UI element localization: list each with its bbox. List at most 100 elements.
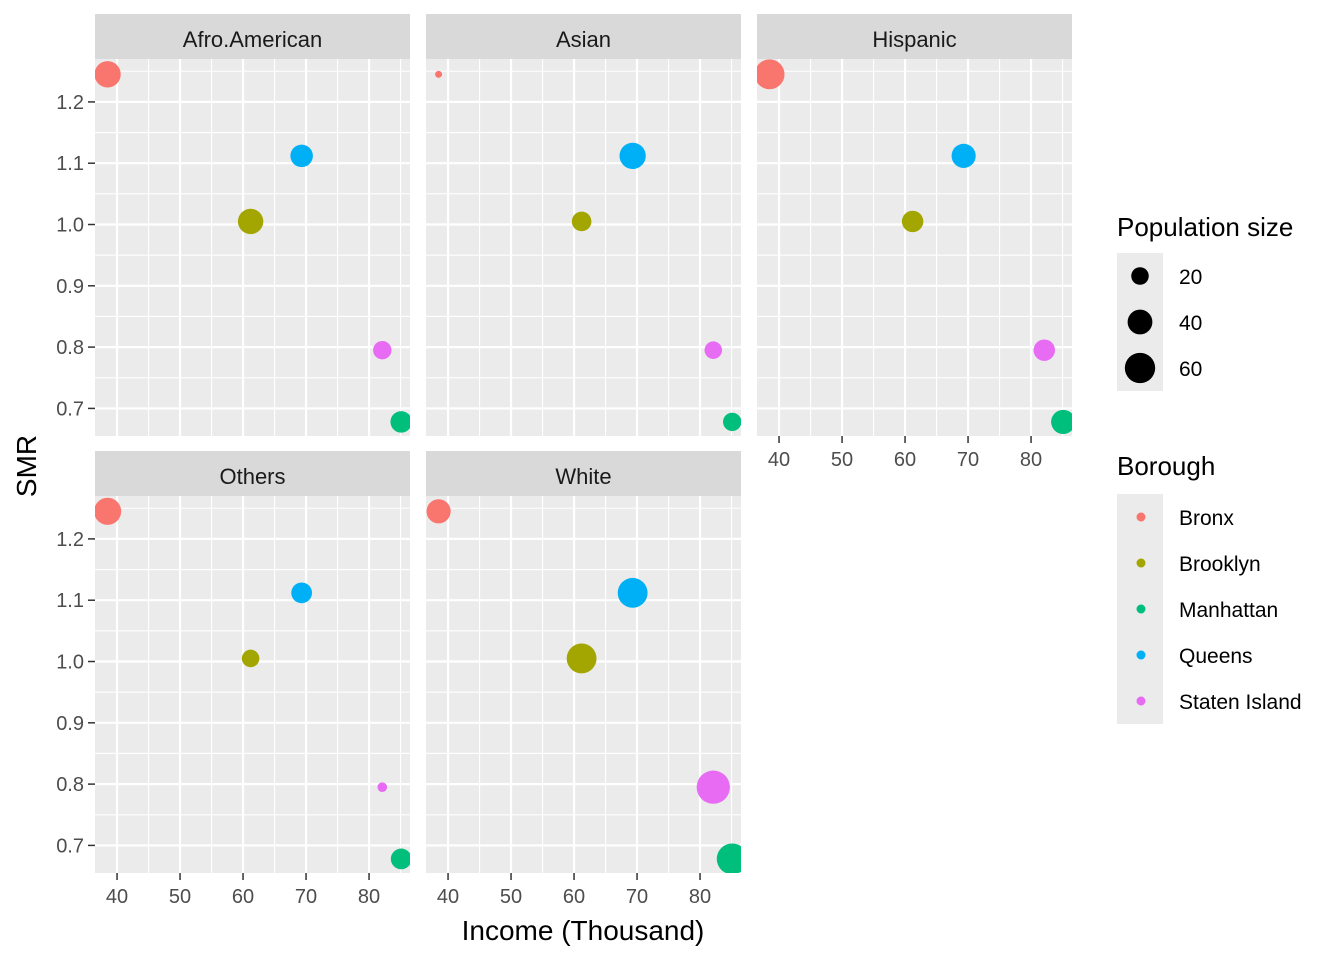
size-legend-item: 20	[1117, 253, 1202, 299]
point-white-bronx	[426, 499, 451, 524]
facet-strip-white	[426, 451, 741, 496]
plot-background	[757, 59, 1072, 436]
point-others-staten-island	[377, 782, 388, 792]
y-tick-label: 0.8	[56, 337, 84, 359]
color-legend-label: Staten Island	[1179, 691, 1302, 714]
y-tick-label: 1.0	[56, 652, 84, 674]
plot-background	[95, 496, 410, 873]
axes: 0.7 0.8 0.9 1.0 1.1 1.2 40 50 60 70 80 0.7 0.8 0.9 1.0…	[56, 92, 1042, 908]
facet-strip-hispanic	[757, 14, 1072, 59]
color-legend-label: Manhattan	[1179, 599, 1278, 622]
x-tick-label: 60	[563, 886, 585, 908]
point-others-bronx	[95, 497, 122, 525]
point-hispanic-queens	[951, 143, 976, 168]
panel-afro-american: Afro.American	[95, 14, 410, 436]
facet-strip-asian	[426, 14, 741, 59]
x-tick-label: 70	[295, 886, 317, 908]
point-white-manhattan	[716, 843, 741, 873]
x-tick-label: 50	[831, 449, 853, 471]
point-afro-american-staten-island	[373, 340, 392, 360]
gridlines	[757, 59, 1072, 436]
y-tick-label: 0.7	[56, 398, 84, 420]
point-white-brooklyn	[566, 643, 597, 674]
color-legend-item-manhattan: Manhattan	[1117, 586, 1278, 632]
point-afro-american-manhattan	[390, 411, 410, 433]
panel-hispanic: Hispanic	[757, 14, 1072, 436]
gridlines	[95, 59, 410, 436]
color-legend-swatch	[1136, 558, 1146, 568]
point-hispanic-brooklyn	[901, 210, 924, 233]
size-legend-swatch	[1127, 309, 1153, 335]
y-tick-label: 1.2	[56, 529, 84, 551]
color-legend-swatch	[1136, 604, 1146, 614]
point-white-staten-island	[696, 770, 730, 804]
point-asian-bronx	[435, 70, 443, 78]
x-tick-label: 40	[768, 449, 790, 471]
size-legend-swatch	[1131, 267, 1149, 285]
color-legend-label: Queens	[1179, 645, 1253, 668]
point-hispanic-manhattan	[1051, 409, 1072, 434]
plot-background	[426, 496, 741, 873]
color-legend-item-bronx: Bronx	[1117, 494, 1234, 540]
color-legend-label: Bronx	[1179, 507, 1234, 530]
gridlines	[426, 59, 741, 436]
color-legend-title: Borough	[1117, 451, 1215, 481]
x-tick-label: 70	[626, 886, 648, 908]
facet-strip-afro-american	[95, 14, 410, 59]
x-tick-label: 40	[437, 886, 459, 908]
x-axis-title: Income (Thousand)	[462, 915, 705, 946]
x-tick-label: 50	[500, 886, 522, 908]
x-tick-label: 80	[1020, 449, 1042, 471]
color-legend-swatch	[1136, 512, 1146, 522]
size-legend-title: Population size	[1117, 212, 1293, 242]
plot-background	[95, 59, 410, 436]
size-legend-label: 60	[1179, 358, 1202, 381]
points	[757, 59, 1072, 434]
x-tick-label: 50	[169, 886, 191, 908]
legends: Population size Borough 20 40 60 Bronx Brook…	[1117, 212, 1302, 724]
size-legend-item: 60	[1117, 345, 1202, 391]
y-tick-label: 1.1	[56, 153, 84, 175]
y-axis-title: SMR	[11, 435, 42, 497]
point-asian-brooklyn	[571, 211, 592, 232]
x-tick-label: 70	[957, 449, 979, 471]
panel-white: White	[426, 451, 741, 873]
facet-label-white: White	[555, 464, 611, 489]
size-legend-item: 40	[1117, 299, 1202, 345]
points	[426, 499, 741, 873]
y-tick-label: 1.1	[56, 590, 84, 612]
point-white-queens	[617, 577, 648, 608]
plot-background	[426, 59, 741, 436]
color-legend-label: Brooklyn	[1179, 553, 1261, 576]
y-tick-label: 0.9	[56, 713, 84, 735]
color-legend-item-brooklyn: Brooklyn	[1117, 540, 1261, 586]
facet-label-others: Others	[219, 464, 285, 489]
size-legend-label: 40	[1179, 312, 1202, 335]
y-tick-label: 1.2	[56, 92, 84, 114]
y-tick-label: 0.9	[56, 276, 84, 298]
gridlines	[426, 496, 741, 873]
point-others-brooklyn	[241, 649, 260, 668]
x-tick-label: 80	[689, 886, 711, 908]
color-legend-item-queens: Queens	[1117, 632, 1253, 678]
point-afro-american-bronx	[95, 61, 121, 88]
facet-label-asian: Asian	[556, 27, 611, 52]
x-tick-label: 60	[894, 449, 916, 471]
y-tick-label: 0.8	[56, 774, 84, 796]
x-tick-label: 40	[106, 886, 128, 908]
point-afro-american-brooklyn	[237, 208, 264, 235]
panel-others: Others	[95, 451, 410, 873]
points	[95, 61, 410, 433]
x-tick-label: 80	[358, 886, 380, 908]
color-legend-swatch	[1136, 696, 1146, 706]
point-others-manhattan	[390, 848, 410, 870]
y-tick-label: 0.7	[56, 835, 84, 857]
panel-asian: Asian	[426, 14, 741, 436]
point-asian-queens	[619, 142, 646, 170]
size-legend-label: 20	[1179, 266, 1202, 289]
point-asian-manhattan	[722, 412, 741, 432]
point-asian-staten-island	[704, 341, 723, 359]
points	[435, 70, 741, 432]
